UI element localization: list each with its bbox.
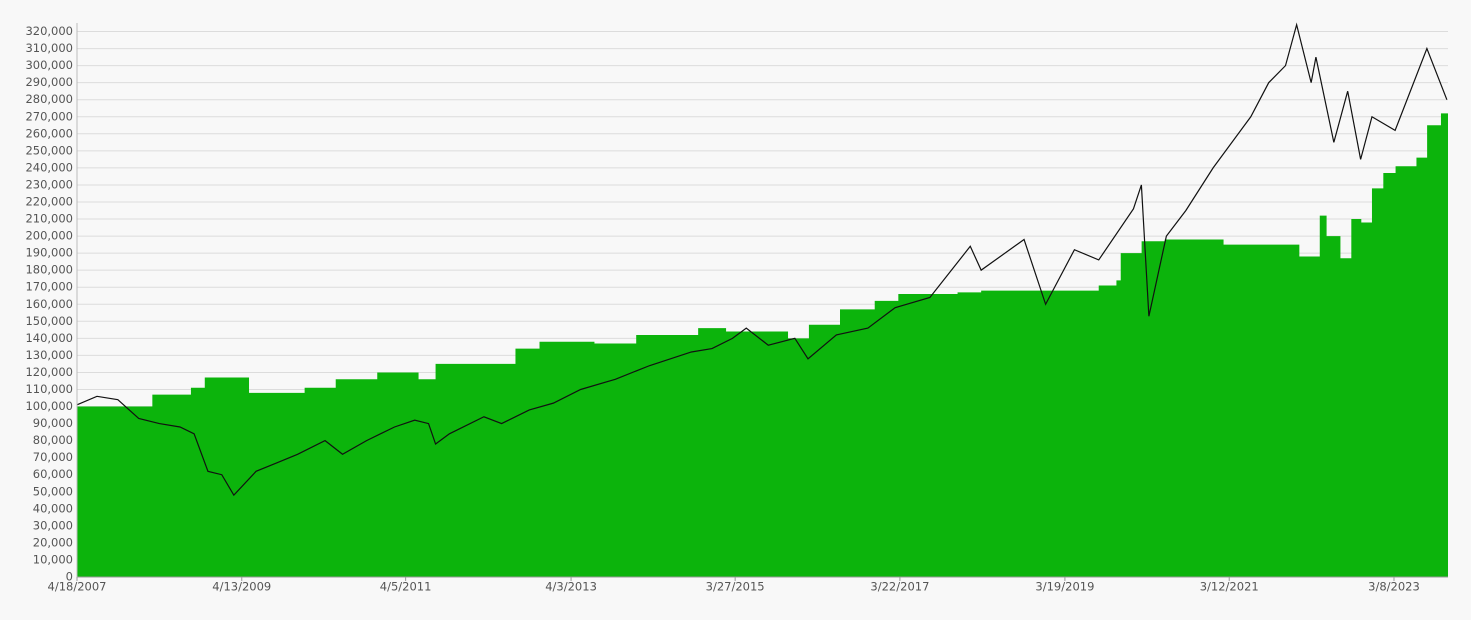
x-tick-label: 3/12/2021 (1200, 580, 1259, 594)
y-tick-label: 170,000 (25, 280, 73, 294)
y-tick-label: 230,000 (25, 177, 73, 191)
y-tick-label: 30,000 (33, 518, 73, 532)
y-tick-label: 10,000 (33, 552, 73, 566)
y-tick-label: 70,000 (33, 450, 73, 464)
x-tick-label: 4/3/2013 (545, 580, 597, 594)
y-tick-label: 220,000 (25, 194, 73, 208)
step-area (77, 113, 1448, 578)
y-tick-label: 250,000 (25, 143, 73, 157)
y-tick-label: 200,000 (25, 229, 73, 243)
y-tick-label: 20,000 (33, 535, 73, 549)
y-tick-label: 40,000 (33, 501, 73, 515)
y-tick-label: 160,000 (25, 297, 73, 311)
y-tick-label: 300,000 (25, 58, 73, 72)
y-tick-label: 50,000 (33, 484, 73, 498)
x-tick-label: 3/19/2019 (1035, 580, 1094, 594)
y-tick-label: 150,000 (25, 314, 73, 328)
y-tick-label: 270,000 (25, 109, 73, 123)
y-tick-label: 280,000 (25, 92, 73, 106)
x-tick-label: 4/13/2009 (212, 580, 271, 594)
y-tick-label: 260,000 (25, 126, 73, 140)
y-tick-label: 80,000 (33, 433, 73, 447)
y-tick-label: 240,000 (25, 160, 73, 174)
y-tick-label: 140,000 (25, 331, 73, 345)
y-tick-label: 120,000 (25, 365, 73, 379)
y-tick-label: 0 (66, 570, 73, 584)
x-tick-label: 3/22/2017 (870, 580, 929, 594)
y-tick-label: 180,000 (25, 263, 73, 277)
x-tick-label: 3/27/2015 (706, 580, 765, 594)
x-tick-label: 3/8/2023 (1368, 580, 1420, 594)
y-tick-label: 100,000 (25, 399, 73, 413)
y-tick-label: 60,000 (33, 467, 73, 481)
y-tick-label: 190,000 (25, 246, 73, 260)
x-tick-label: 4/5/2011 (380, 580, 432, 594)
y-tick-label: 130,000 (25, 348, 73, 362)
y-tick-label: 90,000 (33, 416, 73, 430)
y-tick-label: 290,000 (25, 75, 73, 89)
line (76, 22, 1448, 497)
y-tick-label: 320,000 (25, 24, 73, 38)
x-tick-label: 4/18/2007 (48, 580, 107, 594)
y-tick-label: 210,000 (25, 212, 73, 226)
y-tick-label: 110,000 (25, 382, 73, 396)
y-tick-label: 310,000 (25, 41, 73, 55)
